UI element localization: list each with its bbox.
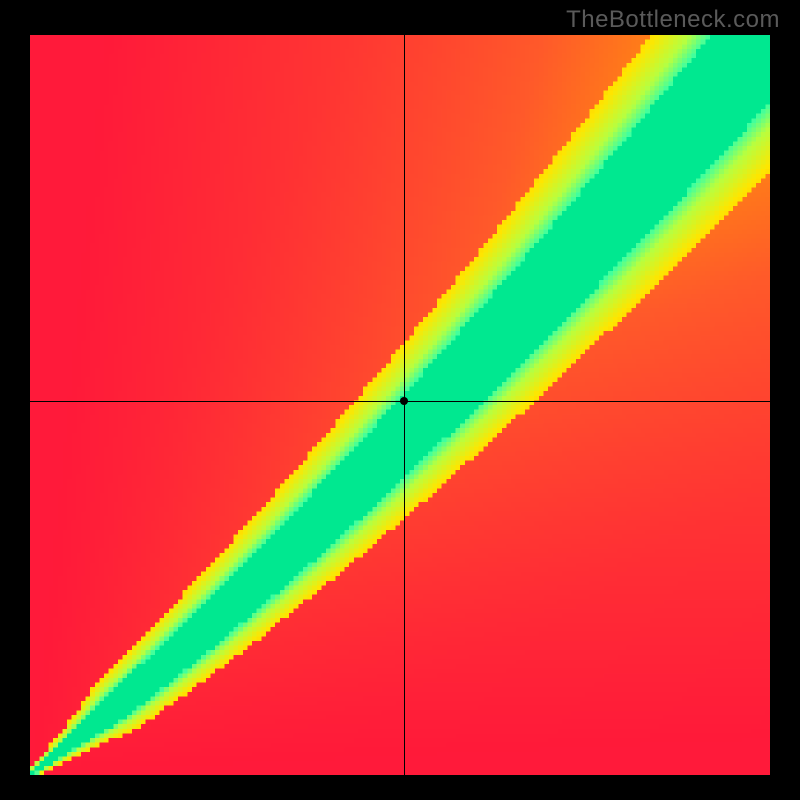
watermark-text: TheBottleneck.com bbox=[566, 6, 780, 34]
heatmap-canvas bbox=[30, 35, 770, 775]
chart-container: TheBottleneck.com bbox=[0, 0, 800, 800]
heatmap-plot bbox=[30, 35, 770, 775]
crosshair-dot bbox=[400, 397, 408, 405]
